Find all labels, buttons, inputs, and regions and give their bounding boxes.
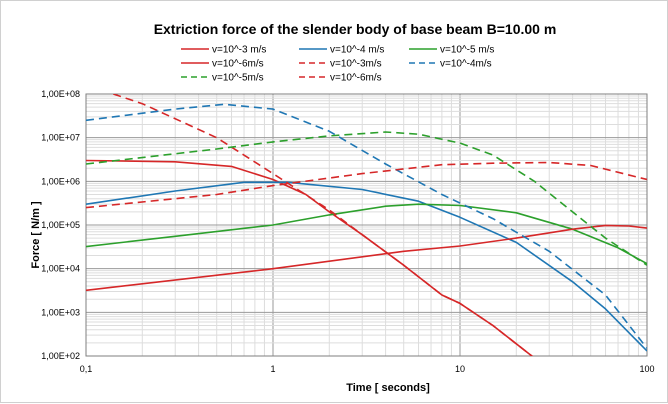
series-line-6 xyxy=(86,131,647,266)
series-line-2 xyxy=(86,203,647,265)
x-tick-label: 1 xyxy=(270,364,275,374)
x-axis-label: Time [ seconds] xyxy=(346,382,430,394)
y-tick-label: 1,00E+03 xyxy=(41,307,80,317)
series-line-0 xyxy=(86,159,534,356)
series-line-7 xyxy=(86,161,647,209)
legend-label: v=10^-3 m/s xyxy=(212,45,266,56)
y-tick-label: 1,00E+02 xyxy=(41,351,80,361)
legend-label: v=10^-4 m/s xyxy=(330,45,384,56)
legend-label: v=10^-4m/s xyxy=(440,59,492,70)
y-tick-label: 1,00E+05 xyxy=(41,220,80,230)
y-tick-label: 1,00E+08 xyxy=(41,89,80,99)
y-tick-label: 1,00E+06 xyxy=(41,176,80,186)
legend-label: v=10^-6m/s xyxy=(212,59,264,70)
legend-label: v=10^-5 m/s xyxy=(440,45,494,56)
series-line-4 xyxy=(113,94,534,356)
y-tick-label: 1,00E+07 xyxy=(41,133,80,143)
legend-label: v=10^-3m/s xyxy=(330,59,382,70)
y-tick-label: 1,00E+04 xyxy=(41,264,80,274)
x-tick-label: 0,1 xyxy=(80,364,93,374)
legend: v=10^-3 m/s v=10^-4 m/s v=10^-5 m/s v=10^-6… xyxy=(181,45,494,84)
plot-series xyxy=(86,94,647,356)
series-line-3 xyxy=(86,224,647,292)
y-axis-label: Force [ N/m ] xyxy=(30,201,42,269)
grid xyxy=(85,93,648,357)
legend-label: v=10^-6m/s xyxy=(330,73,382,84)
series-line-1 xyxy=(86,181,647,352)
plot-area-border xyxy=(85,93,648,357)
tick-labels: 0,1 1 10 100 1,00E+02 1,00E+03 1,00E+04 1,00E+0… xyxy=(41,89,654,374)
chart-title: Extriction force of the slender body of … xyxy=(154,21,557,37)
x-tick-label: 10 xyxy=(455,364,465,374)
series-line-5 xyxy=(86,103,647,349)
x-tick-label: 100 xyxy=(639,364,654,374)
legend-label: v=10^-5m/s xyxy=(212,73,264,84)
